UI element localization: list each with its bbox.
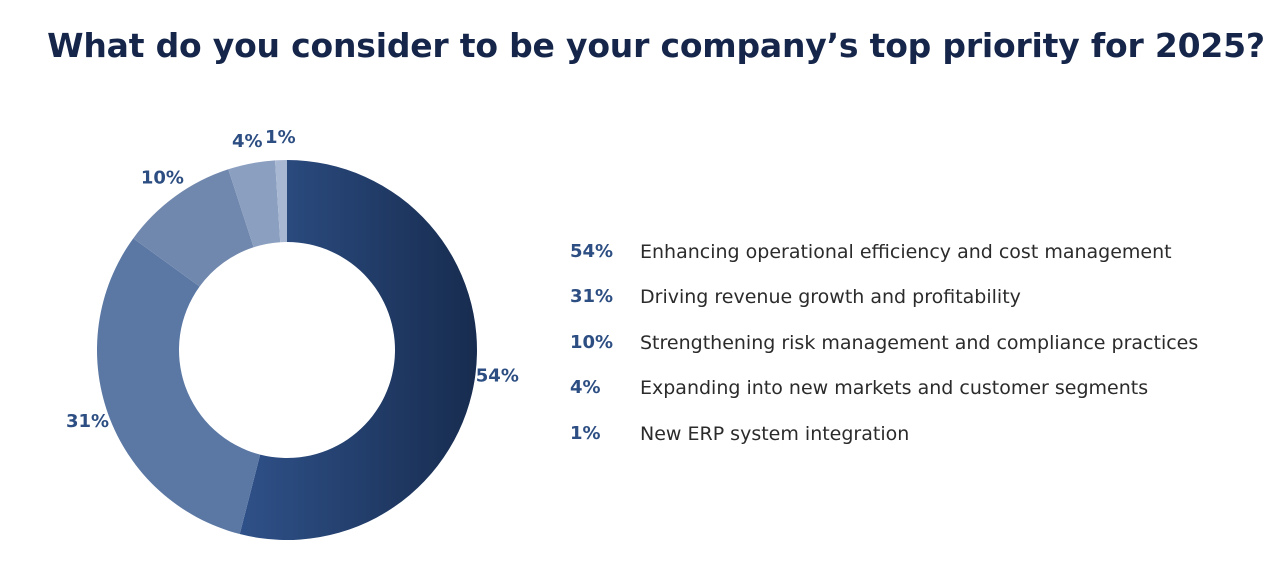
legend-label: New ERP system integration xyxy=(640,422,910,445)
legend-value: 54% xyxy=(570,241,614,262)
slice-percent-label: 54% xyxy=(476,366,519,387)
legend-label: Strengthening risk management and compli… xyxy=(640,331,1199,354)
slice-percent-label: 1% xyxy=(265,127,296,148)
donut-slice xyxy=(228,160,281,248)
chart-legend: 54% Enhancing operational efficiency and… xyxy=(570,241,1198,468)
legend-item: 10% Strengthening risk management and co… xyxy=(570,332,1198,377)
legend-item: 1% New ERP system integration xyxy=(570,423,1198,468)
donut-slice xyxy=(275,160,287,243)
legend-value: 4% xyxy=(570,377,601,399)
legend-value: 31% xyxy=(570,286,614,308)
legend-value: 10% xyxy=(570,331,614,353)
legend-value: 1% xyxy=(570,422,601,444)
donut-slice xyxy=(133,169,254,287)
legend-label: Expanding into new markets and customer … xyxy=(640,377,1149,400)
legend-item: 31% Driving revenue growth and profitabi… xyxy=(570,286,1198,331)
donut-chart: 54% 31% 10% 4% 1% xyxy=(66,127,519,540)
slice-percent-label: 31% xyxy=(66,411,109,432)
slice-percent-label: 4% xyxy=(232,131,263,152)
donut-slice xyxy=(239,160,477,540)
legend-item: 4% Expanding into new markets and custom… xyxy=(570,377,1198,422)
chart-title: What do you consider to be your company’… xyxy=(47,26,1265,65)
slice-percent-label: 10% xyxy=(141,167,184,188)
legend-label: Driving revenue growth and profitability xyxy=(640,286,1021,309)
donut-slice xyxy=(97,238,261,535)
legend-item: 54% Enhancing operational efficiency and… xyxy=(570,241,1198,286)
legend-label: Enhancing operational efficiency and cos… xyxy=(640,241,1172,263)
